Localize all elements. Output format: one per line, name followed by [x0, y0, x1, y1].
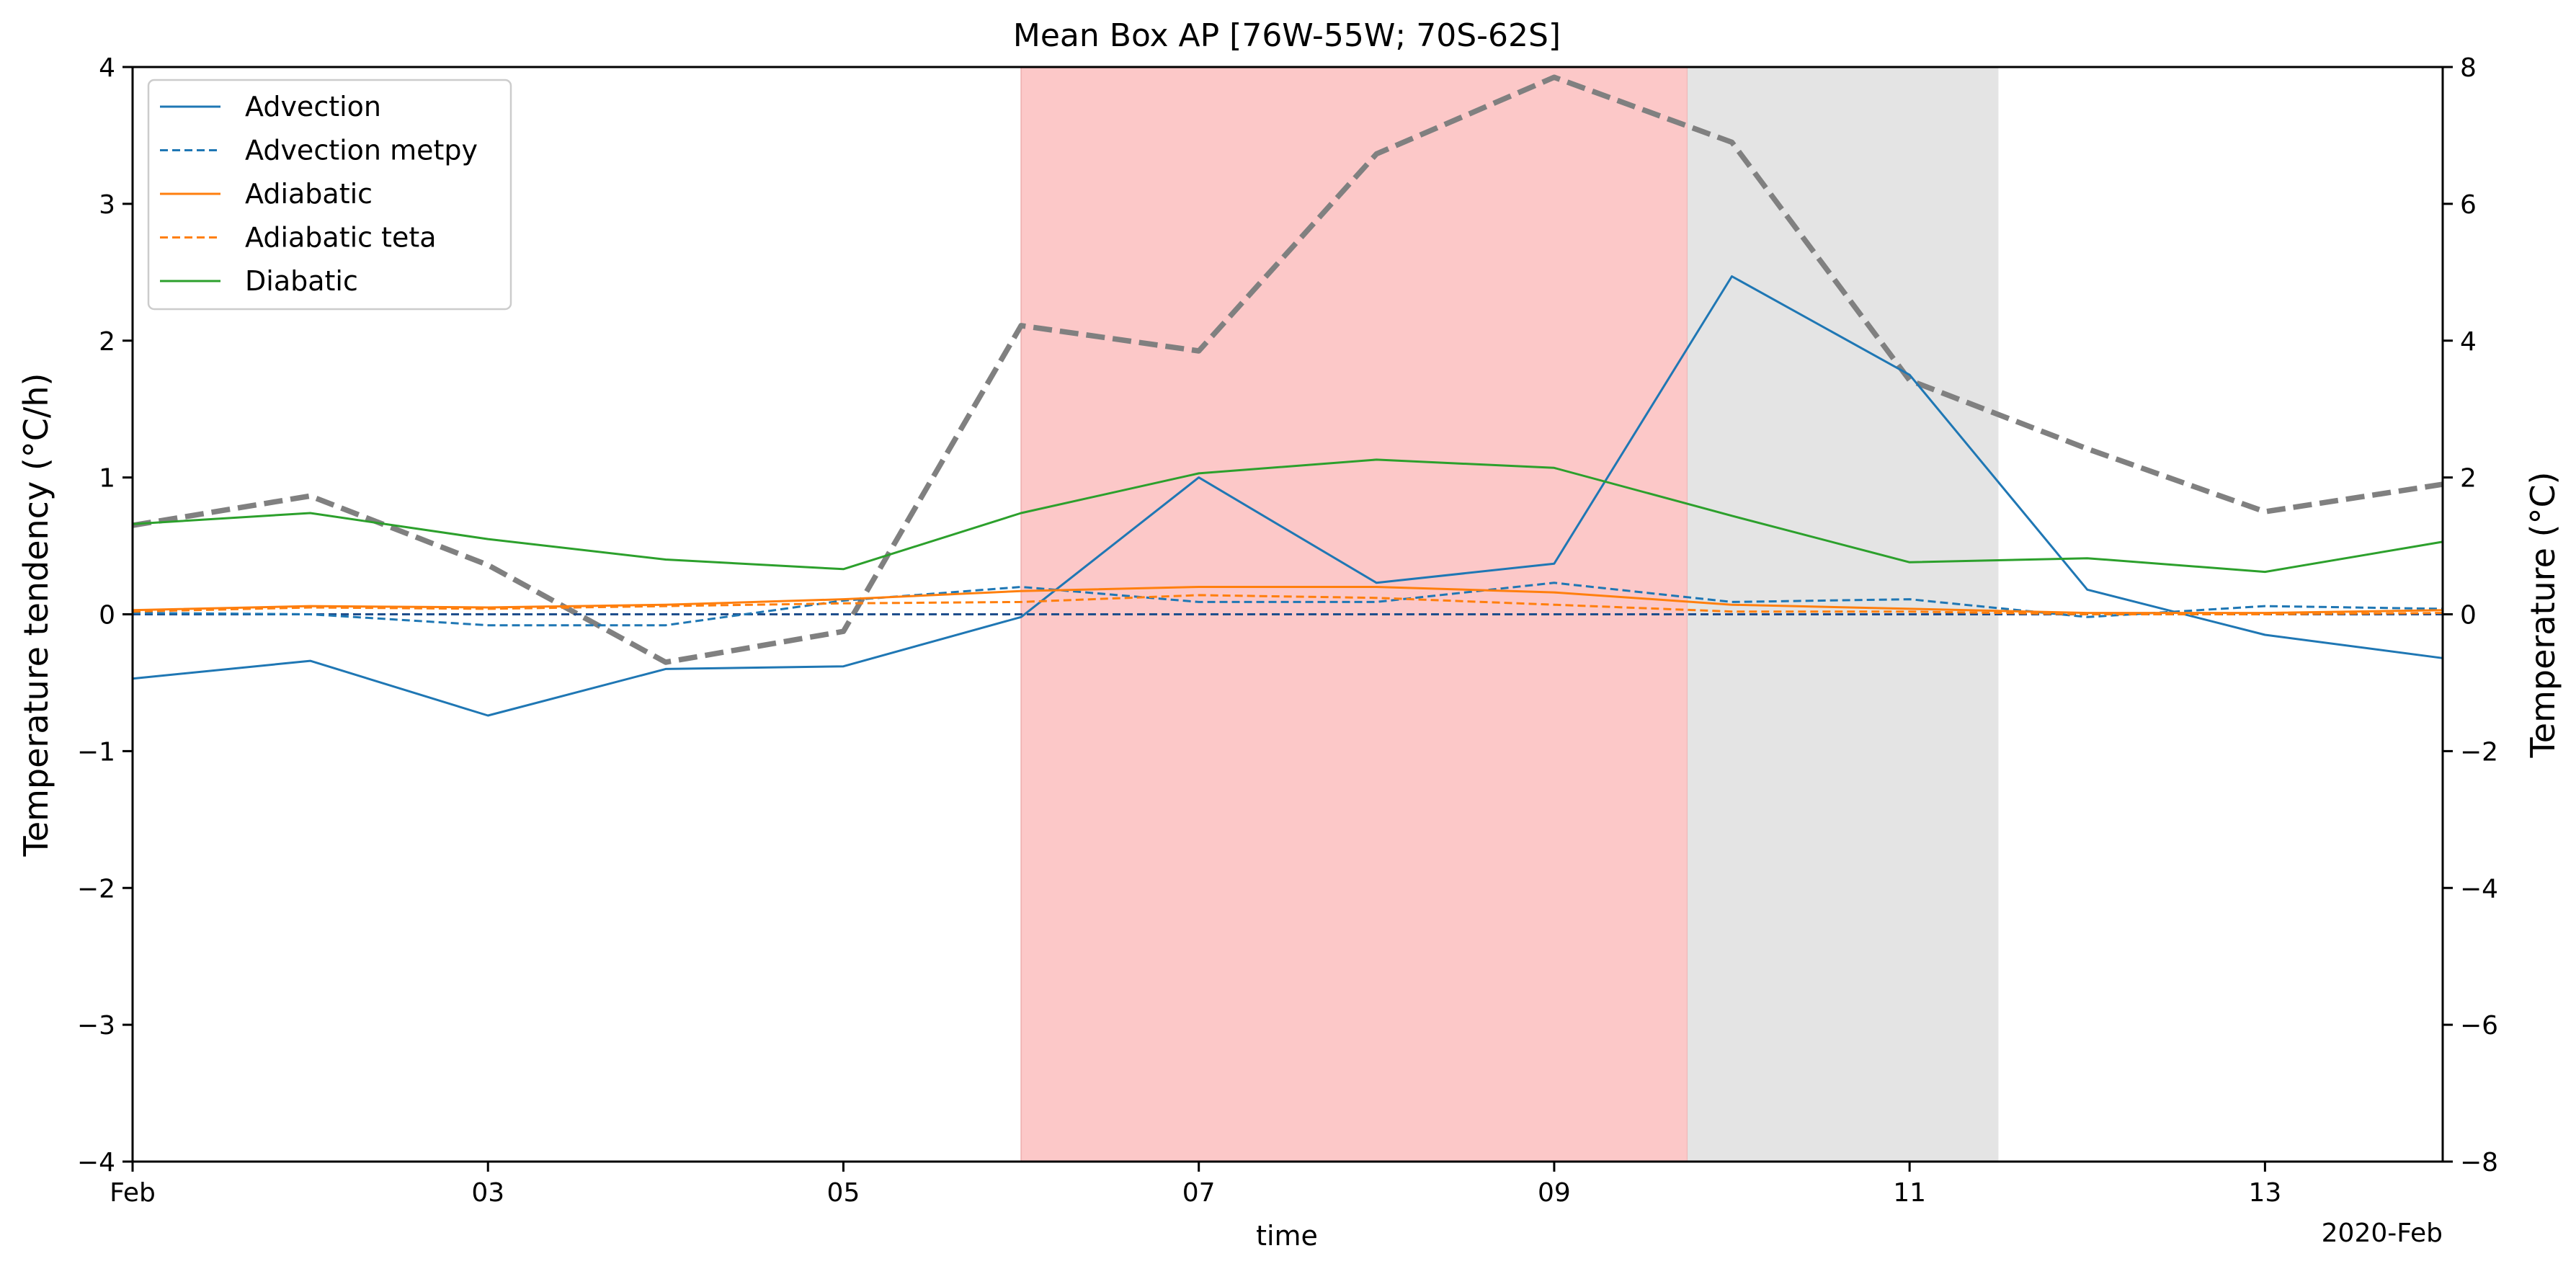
series-line-diabatic [132, 458, 2443, 574]
y-right-tick-label: −4 [2460, 874, 2498, 904]
chart-title: Mean Box AP [76W-55W; 70S-62S] [1013, 17, 1561, 54]
y-right-tick-label: −6 [2460, 1011, 2498, 1041]
y-left-tick-label: −4 [77, 1148, 115, 1177]
series-line-advection-metpy [132, 582, 2443, 627]
x-tick-label: 11 [1893, 1178, 1926, 1208]
series-line-adiabatic [132, 586, 2443, 615]
x-axis-offset-label: 2020-Feb [2322, 1219, 2443, 1248]
series-line-adiabatic-teta [132, 594, 2443, 615]
y-right-tick-label: −2 [2460, 737, 2498, 767]
series-lines [132, 74, 2443, 717]
x-tick-label: 05 [827, 1178, 860, 1208]
x-tick-label: 03 [471, 1178, 504, 1208]
y-right-tick-label: 2 [2460, 464, 2477, 494]
shaded-region-1 [1020, 66, 1688, 1162]
series-line-advection [132, 275, 2443, 717]
y-axis-left-label: Temperature tendency (°C/h) [17, 373, 55, 858]
x-axis-label: time [1256, 1220, 1318, 1252]
legend-label: Adiabatic [245, 178, 373, 210]
y-right-tick-label: −8 [2460, 1148, 2498, 1177]
shaded-regions [1020, 66, 1999, 1162]
y-axis-right-ticks: −8 −6 −4 −2 0 2 4 6 8 [2443, 53, 2498, 1177]
y-axis-left-ticks: −4 −3 −2 −1 0 1 2 3 4 [77, 53, 133, 1177]
legend-label: Diabatic [245, 265, 358, 297]
y-left-tick-label: 2 [99, 327, 115, 357]
x-tick-label: 07 [1182, 1178, 1216, 1208]
y-left-tick-label: −1 [77, 737, 115, 767]
legend-label: Adiabatic teta [245, 222, 437, 254]
series-line-temperature [132, 74, 2443, 665]
legend: Advection Advection metpy Adiabatic Adiabat… [147, 79, 512, 311]
x-axis-ticks: Feb 03 05 07 09 11 13 [110, 1162, 2281, 1208]
y-left-tick-label: −2 [77, 874, 115, 904]
x-tick-label: Feb [110, 1178, 156, 1208]
y-right-tick-label: 8 [2460, 53, 2477, 83]
y-right-tick-label: 6 [2460, 190, 2477, 220]
y-left-tick-label: 3 [99, 190, 115, 220]
y-left-tick-label: 0 [99, 601, 115, 631]
x-tick-label: 13 [2248, 1178, 2281, 1208]
legend-box [147, 79, 512, 311]
y-left-tick-label: 4 [99, 53, 115, 83]
y-left-tick-label: 1 [99, 464, 115, 494]
y-right-tick-label: 4 [2460, 327, 2477, 357]
legend-label: Advection [245, 91, 381, 122]
x-tick-label: 09 [1538, 1178, 1571, 1208]
y-axis-right-label: Temperature (°C) [2523, 471, 2562, 758]
y-right-tick-label: 0 [2460, 601, 2477, 631]
y-left-tick-label: −3 [77, 1011, 115, 1041]
legend-label: Advection metpy [245, 135, 478, 166]
